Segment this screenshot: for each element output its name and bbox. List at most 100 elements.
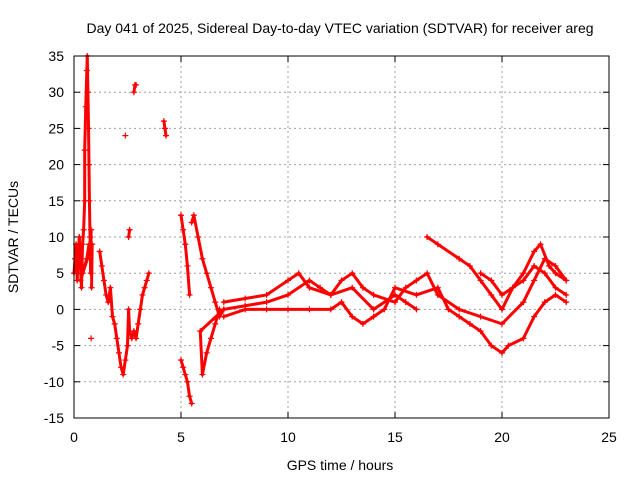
chart-title: Day 041 of 2025, Sidereal Day-to-day VTE… bbox=[86, 20, 593, 36]
data-trace bbox=[297, 271, 311, 290]
data-trace bbox=[340, 300, 354, 319]
data-trace bbox=[222, 304, 247, 311]
data-point bbox=[563, 299, 570, 306]
data-trace bbox=[350, 315, 365, 326]
data-trace bbox=[500, 286, 515, 297]
data-point bbox=[133, 81, 140, 88]
data-trace bbox=[198, 329, 204, 377]
data-trace bbox=[222, 307, 247, 319]
data-trace bbox=[350, 286, 376, 311]
plot-frame bbox=[73, 55, 610, 419]
data-point bbox=[163, 132, 170, 139]
data-trace bbox=[447, 307, 461, 319]
data-point bbox=[85, 241, 92, 248]
data-trace bbox=[200, 351, 209, 377]
y-tick-label: 5 bbox=[56, 265, 64, 281]
data-trace bbox=[404, 278, 418, 290]
data-trace bbox=[265, 278, 290, 297]
series-cluster-2 bbox=[160, 118, 227, 407]
data-trace bbox=[479, 315, 504, 326]
data-trace bbox=[127, 307, 132, 333]
data-trace bbox=[86, 90, 91, 130]
data-trace bbox=[511, 271, 525, 290]
data-point bbox=[145, 270, 152, 277]
data-trace bbox=[554, 286, 568, 297]
data-trace bbox=[479, 278, 493, 297]
series-band-D bbox=[477, 241, 570, 298]
x-tick-label: 25 bbox=[601, 429, 617, 445]
data-trace bbox=[222, 297, 247, 304]
data-trace bbox=[209, 322, 217, 340]
x-tick-label: 0 bbox=[70, 429, 78, 445]
y-tick-label: 35 bbox=[48, 48, 64, 64]
data-trace bbox=[425, 271, 440, 297]
data-trace bbox=[457, 307, 483, 319]
y-tick-label: 30 bbox=[48, 84, 64, 100]
data-trace bbox=[265, 293, 290, 304]
data-trace bbox=[192, 213, 200, 239]
y-tick-label: -10 bbox=[44, 374, 64, 390]
y-tick-label: 15 bbox=[48, 193, 64, 209]
data-trace bbox=[196, 235, 204, 261]
grid bbox=[74, 56, 609, 418]
data-trace bbox=[205, 336, 213, 355]
data-trace bbox=[286, 271, 301, 282]
data-trace bbox=[489, 293, 504, 311]
data-trace bbox=[372, 307, 386, 319]
y-tick-label: -5 bbox=[52, 338, 65, 354]
data-point bbox=[88, 335, 95, 342]
data-trace bbox=[500, 286, 515, 311]
data-trace bbox=[489, 344, 504, 355]
data-trace bbox=[200, 257, 209, 275]
data-trace bbox=[436, 286, 450, 311]
data-trace bbox=[500, 344, 510, 355]
data-trace bbox=[436, 242, 461, 261]
data-point bbox=[88, 226, 95, 233]
data-trace bbox=[479, 329, 493, 348]
data-trace bbox=[543, 293, 557, 304]
data-trace bbox=[457, 257, 472, 268]
data-point bbox=[563, 291, 570, 298]
data-trace bbox=[361, 286, 376, 297]
data-marks bbox=[71, 53, 570, 407]
data-trace bbox=[243, 300, 269, 308]
data-trace bbox=[500, 300, 525, 326]
data-trace bbox=[81, 257, 89, 275]
data-trace bbox=[83, 105, 88, 152]
data-point bbox=[563, 277, 570, 284]
data-trace bbox=[108, 286, 115, 319]
series-early-spikes bbox=[71, 53, 96, 342]
series-band-A bbox=[220, 255, 570, 327]
data-trace bbox=[554, 271, 568, 282]
data-trace bbox=[340, 271, 354, 282]
data-trace bbox=[318, 286, 333, 297]
y-tick-label: 0 bbox=[56, 301, 64, 317]
data-trace bbox=[414, 286, 440, 297]
data-trace bbox=[404, 300, 418, 311]
data-trace bbox=[506, 336, 525, 348]
data-trace bbox=[547, 264, 557, 275]
data-trace bbox=[307, 278, 322, 290]
y-tick-label: 10 bbox=[48, 229, 64, 245]
data-trace bbox=[393, 293, 408, 304]
y-tick-label: 25 bbox=[48, 120, 64, 136]
data-trace bbox=[183, 242, 189, 268]
data-trace bbox=[468, 264, 483, 282]
series-band-C bbox=[220, 284, 570, 356]
data-trace bbox=[414, 271, 429, 282]
data-trace bbox=[361, 315, 376, 326]
data-trace bbox=[539, 242, 551, 268]
data-trace bbox=[425, 235, 440, 246]
data-trace bbox=[554, 293, 568, 304]
data-trace bbox=[489, 278, 504, 297]
x-tick-label: 15 bbox=[387, 429, 403, 445]
series-cluster-1 bbox=[96, 81, 152, 378]
data-trace bbox=[329, 300, 343, 311]
data-trace bbox=[382, 286, 397, 311]
data-trace bbox=[185, 264, 192, 297]
x-tick-label: 10 bbox=[280, 429, 296, 445]
data-trace bbox=[209, 286, 217, 304]
y-axis-title: SDTVAR / TECUs bbox=[5, 181, 21, 293]
